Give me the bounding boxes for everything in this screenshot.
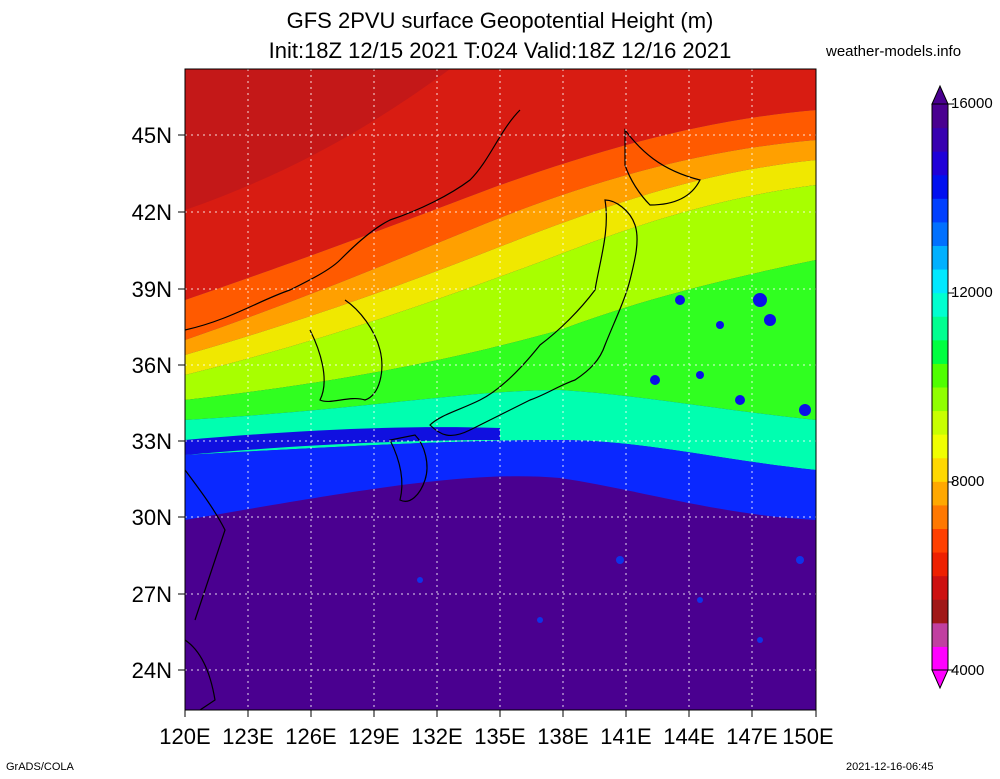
colorbar-swatch (932, 221, 948, 246)
lat-label: 45N (132, 123, 172, 148)
colorbar-swatch (932, 127, 948, 152)
colorbar-swatch (932, 410, 948, 435)
lat-label: 42N (132, 200, 172, 225)
colorbar-swatch (932, 528, 948, 553)
colorbar-swatch (932, 552, 948, 577)
colorbar-label: 12000 (951, 284, 993, 301)
colorbar-swatch (932, 434, 948, 459)
lon-label: 138E (537, 724, 588, 749)
colorbar-swatch (932, 245, 948, 270)
colorbar-swatch (932, 151, 948, 176)
footer-software: GrADS/COLA (6, 761, 74, 773)
height-field (185, 69, 816, 710)
colorbar-swatch (932, 363, 948, 388)
colorbar-min-arrow (931, 669, 949, 690)
colorbar-label: 4000 (951, 662, 984, 679)
lon-label: 123E (222, 724, 273, 749)
lon-label: 126E (285, 724, 336, 749)
chart-title: GFS 2PVU surface Geopotential Height (m) (286, 8, 714, 33)
colorbar-swatch (932, 198, 948, 223)
colorbar-label: 8000 (951, 473, 984, 490)
chart-subtitle: Init:18Z 12/15 2021 T:024 Valid:18Z 12/1… (268, 38, 732, 63)
lon-label: 144E (663, 724, 714, 749)
colorbar-swatch (932, 575, 948, 600)
lat-label: 30N (132, 505, 172, 530)
colorbar-swatch (932, 457, 948, 482)
colorbar-swatch (932, 387, 948, 412)
lon-label: 129E (348, 724, 399, 749)
colorbar-swatch (932, 292, 948, 317)
colorbar-label: 16000 (951, 95, 993, 112)
colorbar (931, 84, 954, 690)
colorbar-swatch (932, 174, 948, 199)
lat-label: 24N (132, 658, 172, 683)
lat-label: 36N (132, 353, 172, 378)
colorbar-swatch (932, 599, 948, 624)
colorbar-max-arrow (931, 84, 949, 105)
lat-label: 39N (132, 277, 172, 302)
site-credit: weather-models.info (826, 43, 962, 60)
lon-label: 141E (600, 724, 651, 749)
colorbar-swatch (932, 316, 948, 341)
lon-label: 135E (474, 724, 525, 749)
lon-label: 147E (726, 724, 777, 749)
lat-label: 33N (132, 429, 172, 454)
lon-label: 132E (411, 724, 462, 749)
colorbar-swatch (932, 622, 948, 647)
colorbar-frame (931, 103, 949, 671)
colorbar-swatch (932, 646, 948, 671)
colorbar-swatch (932, 481, 948, 506)
colorbar-swatch (932, 339, 948, 364)
footer-timestamp: 2021-12-16-06:45 (846, 761, 934, 773)
lat-label: 27N (132, 582, 172, 607)
lon-label: 120E (159, 724, 210, 749)
colorbar-swatch (932, 504, 948, 529)
colorbar-swatch (932, 269, 948, 294)
colorbar-swatch (932, 104, 948, 129)
lon-label: 150E (782, 724, 833, 749)
